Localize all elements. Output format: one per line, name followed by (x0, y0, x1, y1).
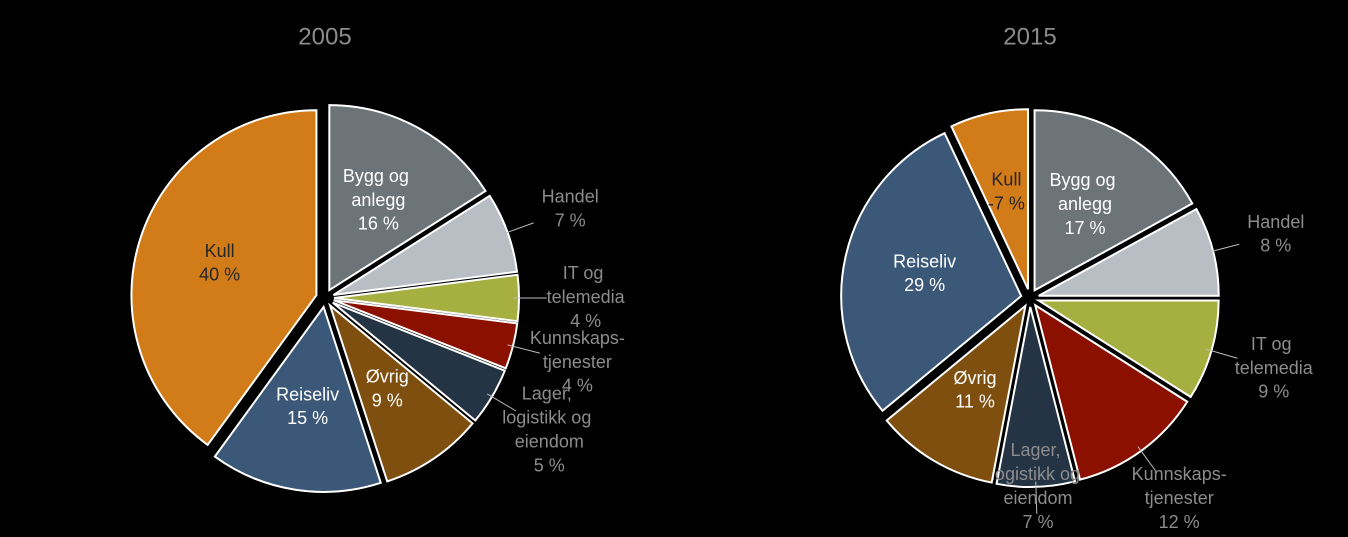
slice-value-label: 15 % (287, 408, 328, 428)
pie-slice (213, 304, 383, 493)
slice-label: IT og telemedia (1235, 334, 1314, 378)
slice-value-label: 8 % (1260, 236, 1291, 256)
chart-title: 2005 (298, 23, 351, 50)
slice-label: Lager, logistikk og eiendom (991, 440, 1085, 508)
slice-value-label: 9 % (372, 390, 403, 410)
leader-line (1035, 481, 1038, 514)
pie-slice (328, 302, 475, 483)
slice-label: Bygg og anlegg (343, 166, 414, 210)
slice-value-label: 5 % (534, 455, 565, 475)
leader-line (1207, 243, 1240, 253)
slice-value-label: 16 % (358, 214, 399, 234)
pie-slice (130, 109, 318, 447)
slice-value-label: 4 % (562, 376, 593, 396)
leader-line (486, 393, 517, 412)
slice-value-label: 17 % (1064, 218, 1105, 238)
slice-label: Kunnskaps-tjenester (1132, 464, 1227, 508)
slice-value-label: 4 % (570, 311, 601, 331)
slice-label: Reiseliv (276, 384, 339, 404)
slice-value-label: 7 % (1022, 512, 1053, 532)
chart-title: 2015 (1003, 23, 1056, 50)
pie-slice (885, 303, 1027, 484)
slice-label: Handel (1247, 212, 1304, 232)
pie-slice (950, 108, 1030, 290)
leader-line (1137, 446, 1158, 474)
slice-value-label: 9 % (1258, 382, 1289, 402)
slice-label: IT og telemedia (547, 263, 626, 307)
slice-value-label: 12 % (1159, 512, 1200, 532)
pie-slice (1033, 109, 1194, 292)
slice-value-label: 7 % (555, 210, 586, 230)
pie-slice (328, 104, 487, 292)
slice-label: Reiseliv (893, 251, 956, 271)
slice-label: Kull (205, 241, 235, 261)
leader-line (502, 222, 534, 235)
slice-label: Handel (542, 186, 599, 206)
slice-value-label: -7 % (988, 193, 1025, 213)
slice-value-label: 40 % (199, 265, 240, 285)
slice-value-label: 11 % (955, 392, 995, 412)
slice-label: Kunnskaps-tjenester (530, 328, 625, 372)
slice-label: Øvrig (954, 368, 997, 388)
slice-label: Lager, logistikk og eiendom (502, 383, 596, 451)
pie-slice (840, 131, 1023, 413)
leader-line (1206, 348, 1238, 359)
slice-label: Øvrig (366, 366, 409, 386)
slice-value-label: 29 % (904, 275, 945, 295)
leader-line (507, 344, 540, 354)
slice-label: Bygg og anlegg (1049, 170, 1120, 214)
slice-label: Kull (991, 169, 1021, 189)
